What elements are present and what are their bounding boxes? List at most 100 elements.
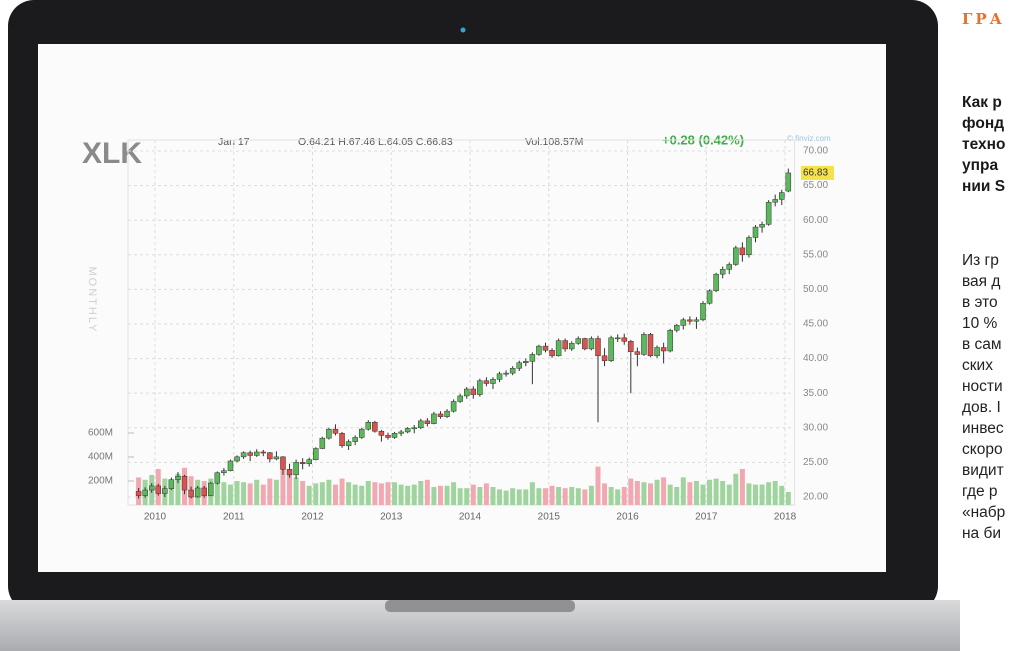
volume-bar bbox=[261, 485, 266, 505]
article-column: ГРА Как рфондтехноупрании S Из грвая дв … bbox=[962, 0, 1013, 651]
candle-body bbox=[648, 334, 653, 355]
candle-body bbox=[622, 338, 627, 341]
candle-body bbox=[582, 339, 587, 349]
volume-bar bbox=[248, 483, 253, 505]
candle-body bbox=[641, 334, 646, 354]
y-tick-label: 60.00 bbox=[803, 215, 828, 226]
candle-body bbox=[333, 429, 338, 433]
candle-body bbox=[189, 490, 194, 497]
candle-body bbox=[372, 422, 377, 431]
candle-body bbox=[248, 453, 253, 456]
volume-bar bbox=[727, 485, 732, 505]
volume-bar bbox=[307, 486, 312, 505]
candle-body bbox=[202, 488, 207, 496]
volume-bar bbox=[517, 489, 522, 505]
candle-body bbox=[464, 389, 469, 396]
candle-body bbox=[484, 381, 489, 384]
headline-line: упра bbox=[962, 155, 1005, 176]
volume-bar bbox=[353, 485, 358, 505]
body-line: скоро bbox=[962, 439, 1005, 460]
headline-line: Как р bbox=[962, 92, 1005, 113]
candle-body bbox=[313, 449, 318, 460]
x-tick-label: 2017 bbox=[695, 512, 718, 523]
volume-bar bbox=[241, 482, 246, 505]
candle-body bbox=[477, 381, 482, 395]
candle-body bbox=[392, 433, 397, 437]
volume-bar bbox=[746, 483, 751, 505]
x-tick-label: 2014 bbox=[459, 512, 482, 523]
volume-bar bbox=[760, 485, 765, 505]
candle-body bbox=[471, 389, 476, 395]
candle-body bbox=[136, 491, 141, 495]
candle-body bbox=[175, 476, 180, 479]
headline-line: техно bbox=[962, 134, 1005, 155]
y-tick-label: 50.00 bbox=[803, 284, 828, 295]
candle-body bbox=[195, 488, 200, 497]
volume-bar bbox=[392, 482, 397, 505]
last-value-label: 66.83 bbox=[803, 168, 828, 179]
candle-body bbox=[740, 248, 745, 255]
volume-bar bbox=[766, 482, 771, 505]
candle-body bbox=[274, 457, 279, 459]
volume-bar bbox=[235, 481, 240, 505]
candle-body bbox=[149, 486, 154, 490]
volume-bar bbox=[536, 488, 541, 505]
candle-body bbox=[609, 338, 614, 361]
candle-body bbox=[746, 237, 751, 254]
volume-bar bbox=[333, 485, 338, 505]
volume-bar bbox=[701, 485, 706, 505]
volume-bar bbox=[340, 479, 345, 505]
volume-bar bbox=[661, 477, 666, 505]
body-line: дов. I bbox=[962, 397, 1005, 418]
y2-tick-label: 200M bbox=[88, 476, 113, 487]
candle-body bbox=[458, 396, 463, 402]
x-tick-label: 2015 bbox=[538, 512, 561, 523]
candle-body bbox=[733, 248, 738, 265]
candle-body bbox=[727, 264, 732, 269]
volume-bar bbox=[523, 489, 528, 505]
volume-bar bbox=[254, 480, 259, 505]
y-tick-label: 35.00 bbox=[803, 388, 828, 399]
candle-body bbox=[497, 374, 502, 380]
volume-bar bbox=[425, 480, 430, 505]
candle-body bbox=[550, 350, 555, 356]
body-line: на би bbox=[962, 523, 1005, 544]
section-label: ГРА bbox=[962, 10, 1005, 28]
body-line: Из гр bbox=[962, 250, 1005, 271]
body-line: 10 % bbox=[962, 313, 1005, 334]
body-line: ских bbox=[962, 355, 1005, 376]
volume-bar bbox=[372, 482, 377, 505]
candle-body bbox=[156, 486, 161, 494]
volume-bar bbox=[451, 482, 456, 505]
candle-body bbox=[602, 356, 607, 361]
volume-bar bbox=[274, 480, 279, 505]
volume-bar bbox=[589, 486, 594, 505]
candle-body bbox=[661, 348, 666, 351]
volume-bar bbox=[464, 488, 469, 505]
candle-body bbox=[779, 193, 784, 200]
candle-body bbox=[346, 442, 351, 446]
volume-bar bbox=[294, 477, 299, 505]
candle-body bbox=[701, 303, 706, 320]
volume-bar bbox=[490, 487, 495, 505]
y-tick-label: 55.00 bbox=[803, 249, 828, 260]
candle-body bbox=[655, 348, 660, 356]
headline-line: нии S bbox=[962, 176, 1005, 197]
candle-body bbox=[254, 452, 259, 455]
candle-body bbox=[418, 421, 423, 428]
y-tick-label: 45.00 bbox=[803, 319, 828, 330]
x-tick-label: 2018 bbox=[774, 512, 797, 523]
volume-bar bbox=[458, 488, 463, 505]
candle-body bbox=[720, 269, 725, 274]
volume-bar bbox=[582, 489, 587, 505]
volume-bar bbox=[313, 483, 318, 505]
candle-body bbox=[687, 320, 692, 321]
volume-bar bbox=[379, 483, 384, 505]
y-tick-label: 25.00 bbox=[803, 457, 828, 468]
candle-body bbox=[399, 432, 404, 433]
candle-body bbox=[162, 489, 167, 494]
x-tick-label: 2016 bbox=[616, 512, 639, 523]
volume-bar bbox=[628, 479, 633, 505]
volume-bar bbox=[477, 487, 482, 505]
candle-body bbox=[576, 339, 581, 344]
